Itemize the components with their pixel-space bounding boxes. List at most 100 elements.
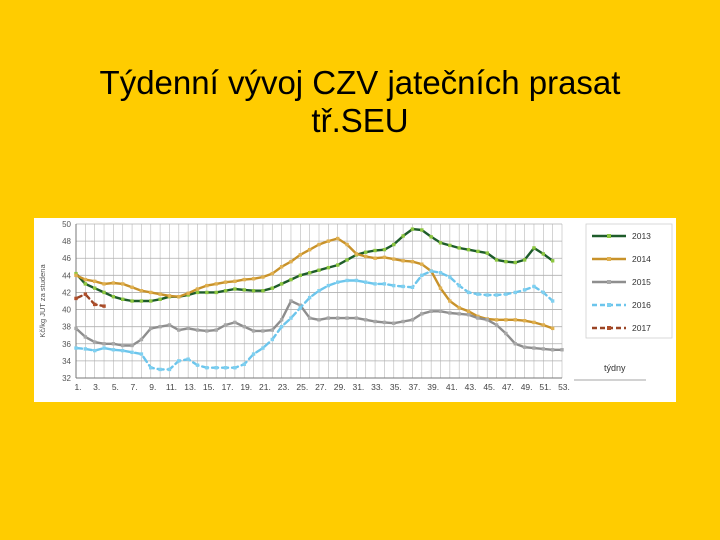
chart-container: 32 34 36 38 40 42 44 46 48 50 1. 3. 5. 7. 9. 11. 13. 15. 1… xyxy=(34,218,676,402)
data-point-2014 xyxy=(298,253,303,257)
data-point-2013 xyxy=(242,288,246,292)
data-point-2013 xyxy=(485,251,489,255)
data-point-2013 xyxy=(289,277,293,282)
data-point-2013 xyxy=(438,241,443,245)
data-point-2013 xyxy=(233,287,237,291)
data-point-2016 xyxy=(83,347,88,351)
data-point-2015 xyxy=(457,312,461,316)
data-point-2015 xyxy=(139,337,144,342)
series-line-2013 xyxy=(74,227,554,303)
y-tick-label: 48 xyxy=(62,237,71,246)
data-point-2015 xyxy=(158,324,162,329)
data-point-2014 xyxy=(335,236,340,241)
data-point-2015 xyxy=(392,321,396,325)
y-tick-label: 36 xyxy=(62,340,71,349)
series-line-2017 xyxy=(74,292,106,308)
data-point-2014 xyxy=(111,281,116,285)
data-point-2014 xyxy=(494,318,499,322)
data-point-2016 xyxy=(345,278,349,283)
data-point-2015 xyxy=(522,345,527,349)
data-point-2016 xyxy=(401,284,405,289)
data-point-2013 xyxy=(261,289,265,293)
data-point-2015 xyxy=(167,323,172,327)
x-tick-label: 33. xyxy=(371,382,383,392)
data-point-2015 xyxy=(92,340,97,344)
x-tick-label: 29. xyxy=(334,382,346,392)
data-point-2015 xyxy=(326,316,331,320)
data-point-2013 xyxy=(130,299,134,303)
data-point-2015 xyxy=(476,316,480,320)
data-point-2014 xyxy=(261,275,265,279)
data-point-2016 xyxy=(233,366,237,370)
data-point-2015 xyxy=(532,346,536,350)
x-tick-label: 39. xyxy=(427,382,439,392)
data-point-2014 xyxy=(345,242,349,247)
data-point-2016 xyxy=(364,280,368,284)
data-point-2015 xyxy=(550,348,555,352)
data-point-2016 xyxy=(466,290,471,295)
data-point-2013 xyxy=(410,227,415,231)
y-axis-label: Kč/kg JUT za studena xyxy=(38,264,47,338)
data-point-2016 xyxy=(429,269,433,273)
data-point-2014 xyxy=(457,306,461,310)
data-point-2015 xyxy=(401,319,405,324)
data-point-2015 xyxy=(111,342,116,346)
data-point-2013 xyxy=(373,248,377,253)
data-point-2015 xyxy=(494,323,499,327)
data-point-2015 xyxy=(364,318,368,322)
data-point-2016 xyxy=(494,293,499,297)
data-point-2015 xyxy=(205,329,209,333)
data-point-2013 xyxy=(121,297,125,301)
data-point-2015 xyxy=(541,347,546,351)
data-point-2016 xyxy=(279,324,284,329)
data-point-2015 xyxy=(149,326,153,331)
data-point-2015 xyxy=(513,342,517,346)
y-tick-label: 38 xyxy=(62,323,71,332)
legend-marker-2016 xyxy=(607,303,611,307)
data-point-2017 xyxy=(74,296,78,301)
data-point-2014 xyxy=(420,262,424,266)
data-point-2014 xyxy=(139,289,144,293)
data-point-2015 xyxy=(83,335,88,339)
data-point-2015 xyxy=(298,303,303,307)
x-tick-label: 37. xyxy=(409,382,421,392)
data-point-2014 xyxy=(223,280,228,284)
x-tick-label: 5. xyxy=(112,382,119,392)
data-point-2014 xyxy=(317,242,321,247)
data-point-2013 xyxy=(494,258,499,262)
legend-label-2017: 2017 xyxy=(632,323,651,333)
data-point-2015 xyxy=(335,316,340,320)
data-point-2016 xyxy=(111,348,116,352)
x-tick-label: 25. xyxy=(296,382,308,392)
data-point-2013 xyxy=(466,247,471,252)
data-point-2017 xyxy=(92,302,97,307)
data-point-2013 xyxy=(214,290,218,295)
legend-label-2014: 2014 xyxy=(632,254,651,264)
x-tick-label: 9. xyxy=(149,382,156,392)
data-point-2016 xyxy=(242,362,246,367)
data-point-2015 xyxy=(354,316,359,320)
x-tick-label: 13. xyxy=(184,382,196,392)
x-tick-label: 35. xyxy=(390,382,402,392)
data-point-2016 xyxy=(102,346,106,350)
data-point-2016 xyxy=(532,284,536,289)
data-point-2014 xyxy=(186,291,190,295)
data-point-2014 xyxy=(233,279,237,284)
data-point-2016 xyxy=(121,348,125,353)
y-tick-label: 50 xyxy=(62,220,71,229)
data-point-2015 xyxy=(214,328,218,332)
data-point-2013 xyxy=(139,299,144,303)
data-point-2016 xyxy=(74,346,78,350)
data-point-2014 xyxy=(438,286,443,290)
data-point-2016 xyxy=(261,346,265,350)
legend-marker-2013 xyxy=(607,234,611,238)
data-point-2017 xyxy=(102,304,106,308)
data-point-2015 xyxy=(261,329,265,333)
data-point-2015 xyxy=(438,309,443,313)
data-point-2016 xyxy=(177,359,181,363)
data-point-2014 xyxy=(466,309,471,313)
data-point-2013 xyxy=(457,246,461,250)
x-tick-label: 53. xyxy=(558,382,570,392)
legend-marker-2015 xyxy=(607,280,611,284)
data-point-2015 xyxy=(130,343,134,348)
